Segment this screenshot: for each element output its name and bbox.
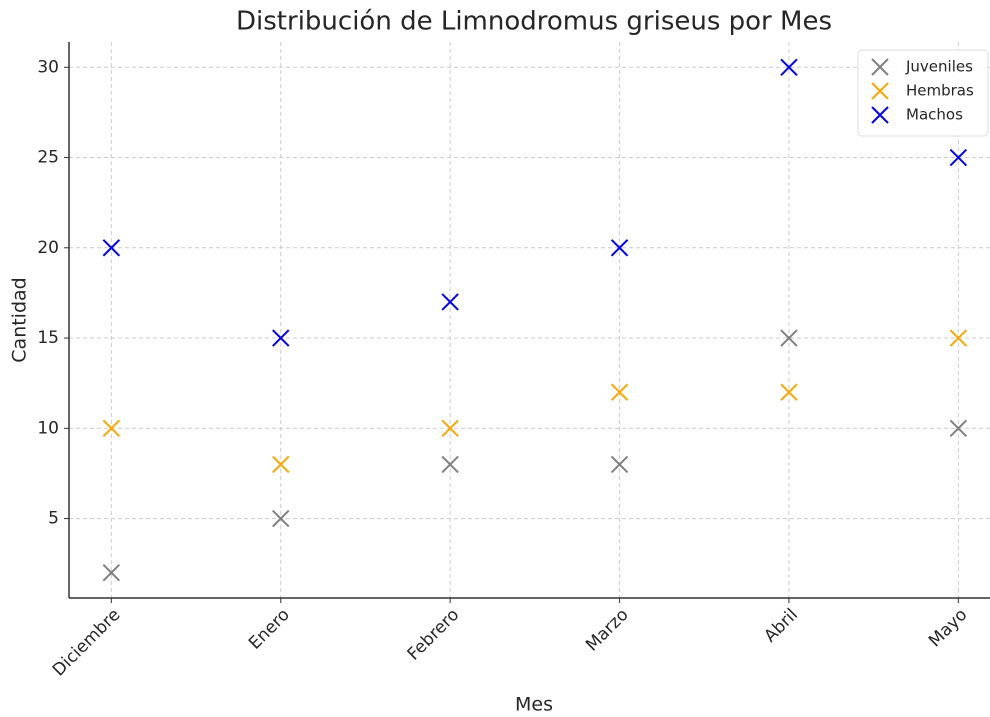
y-tick-label: 25 [37, 148, 59, 168]
legend-label: Juveniles [905, 58, 973, 76]
y-tick-label: 10 [37, 418, 59, 438]
y-tick-label: 30 [37, 57, 59, 77]
x-tick-label: Abril [760, 605, 802, 647]
marker [610, 239, 629, 257]
marker [272, 509, 290, 528]
legend-label: Machos [906, 106, 963, 124]
legend-marker [871, 58, 889, 76]
chart-title: Distribución de Limnodromus griseus por … [236, 7, 832, 37]
legend-marker [871, 82, 889, 100]
marker [102, 239, 121, 257]
x-tick-label: Marzo [582, 605, 632, 655]
legend-box [857, 49, 989, 137]
marker [441, 293, 459, 311]
marker [780, 58, 798, 76]
marker [780, 329, 798, 347]
marker [102, 419, 121, 438]
y-tick-label: 5 [48, 509, 59, 529]
marker [949, 148, 968, 167]
y-axis-label: Cantidad [9, 277, 31, 362]
x-tick-label: Enero [245, 605, 294, 654]
x-axis-label: Mes [515, 694, 553, 716]
marker [610, 383, 629, 401]
marker [102, 564, 121, 582]
y-tick-label: 15 [37, 328, 59, 348]
legend-marker [871, 106, 889, 124]
legend-label: Hembras [906, 82, 974, 100]
x-tick-label: Diciembre [49, 605, 125, 681]
y-tick-label: 20 [37, 238, 59, 258]
marker [780, 383, 798, 401]
marker [610, 455, 629, 474]
x-tick-label: Mayo [925, 605, 971, 651]
marker [949, 329, 968, 347]
marker [949, 419, 968, 438]
marker [272, 329, 290, 347]
marker [441, 419, 459, 438]
marker [272, 455, 290, 474]
x-tick-label: Febrero [404, 605, 464, 665]
marker [441, 455, 459, 474]
